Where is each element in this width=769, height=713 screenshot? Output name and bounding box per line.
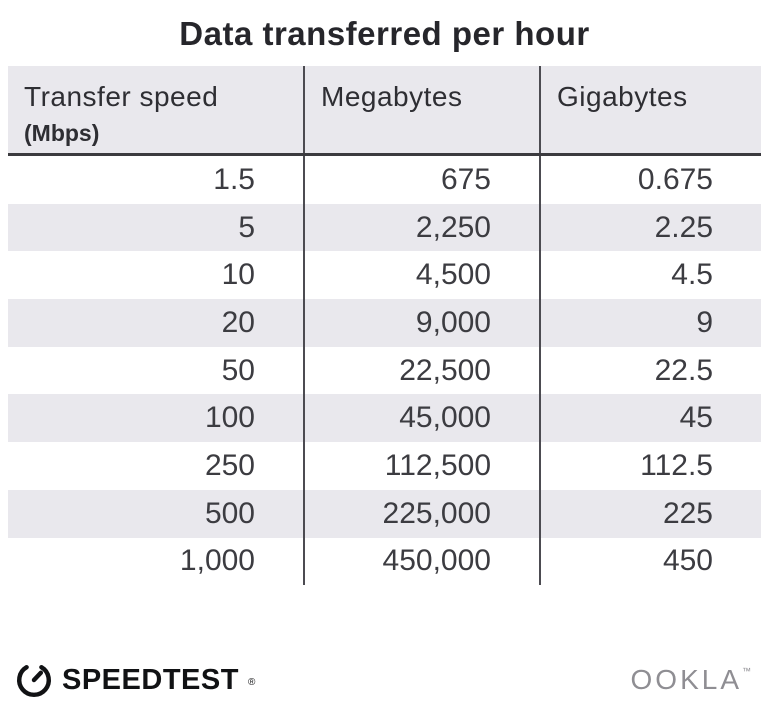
cell-transfer-speed: 20 xyxy=(221,305,255,339)
cell-megabytes: 9,000 xyxy=(303,299,539,347)
cell-megabytes: 22,500 xyxy=(303,346,539,395)
cell-gigabytes: 2.25 xyxy=(539,203,761,252)
cell-transfer-speed: 5 xyxy=(238,210,255,244)
cell-gigabytes: 4.5 xyxy=(539,251,761,300)
cell-gigabytes: 9 xyxy=(539,299,761,347)
cell-transfer-speed: 500 xyxy=(204,496,255,530)
cell-transfer-speed: 250 xyxy=(204,448,255,482)
cell-gigabytes: 0.675 xyxy=(539,156,761,204)
speedometer-gauge-icon xyxy=(17,665,51,697)
footer: SPEEDTEST ® OOKLA™ xyxy=(15,661,754,699)
ookla-trademark-symbol: ™ xyxy=(742,666,754,676)
table-row: 1.5 675 0.675 xyxy=(8,156,761,204)
table-row: 50 22,500 22.5 xyxy=(8,346,761,395)
cell-gigabytes: 112.5 xyxy=(539,442,761,490)
column-header-label: Megabytes xyxy=(321,81,463,112)
cell-megabytes: 225,000 xyxy=(303,489,539,538)
cell-gigabytes: 45 xyxy=(539,394,761,443)
column-header-gigabytes: Gigabytes xyxy=(539,66,761,153)
column-header-label: Transfer speed xyxy=(24,81,219,112)
cell-transfer-speed: 1.5 xyxy=(213,162,255,196)
cell-megabytes: 450,000 xyxy=(303,537,539,586)
cell-transfer-speed: 100 xyxy=(204,401,255,435)
ookla-logo: OOKLA™ xyxy=(631,664,754,696)
speedtest-wordmark: SPEEDTEST xyxy=(62,663,239,696)
table-row: 500 225,000 225 xyxy=(8,489,761,538)
cell-megabytes: 112,500 xyxy=(303,442,539,490)
speedtest-trademark-symbol: ® xyxy=(247,676,256,688)
column-header-transfer-speed: Transfer speed (Mbps) xyxy=(8,66,303,153)
data-table: Transfer speed (Mbps) Megabytes Gigabyte… xyxy=(8,66,761,586)
table-row: 1,000 450,000 450 xyxy=(8,537,761,586)
cell-transfer-speed: 10 xyxy=(221,258,255,292)
speedtest-logo: SPEEDTEST ® xyxy=(15,661,255,699)
table-header-row: Transfer speed (Mbps) Megabytes Gigabyte… xyxy=(8,66,761,156)
cell-megabytes: 45,000 xyxy=(303,394,539,443)
table-row: 10 4,500 4.5 xyxy=(8,251,761,300)
cell-megabytes: 4,500 xyxy=(303,251,539,300)
table-row: 250 112,500 112.5 xyxy=(8,442,761,490)
column-header-label: Gigabytes xyxy=(557,81,688,112)
table-body: 1.5 675 0.675 5 2,250 2.25 10 4,500 4.5 … xyxy=(8,156,761,586)
cell-gigabytes: 450 xyxy=(539,537,761,586)
cell-megabytes: 2,250 xyxy=(303,203,539,252)
cell-gigabytes: 225 xyxy=(539,489,761,538)
ookla-wordmark: OOKLA xyxy=(630,664,742,695)
cell-transfer-speed: 1,000 xyxy=(179,544,255,578)
cell-megabytes: 675 xyxy=(303,156,539,204)
table-row: 100 45,000 45 xyxy=(8,394,761,443)
column-header-sublabel: (Mbps) xyxy=(24,120,100,146)
cell-transfer-speed: 50 xyxy=(221,353,255,387)
page-title: Data transferred per hour xyxy=(179,15,590,52)
column-header-megabytes: Megabytes xyxy=(303,66,539,153)
infographic-page: Data transferred per hour Transfer speed… xyxy=(0,15,769,697)
table-row: 20 9,000 9 xyxy=(8,299,761,347)
table-row: 5 2,250 2.25 xyxy=(8,203,761,252)
cell-gigabytes: 22.5 xyxy=(539,346,761,395)
